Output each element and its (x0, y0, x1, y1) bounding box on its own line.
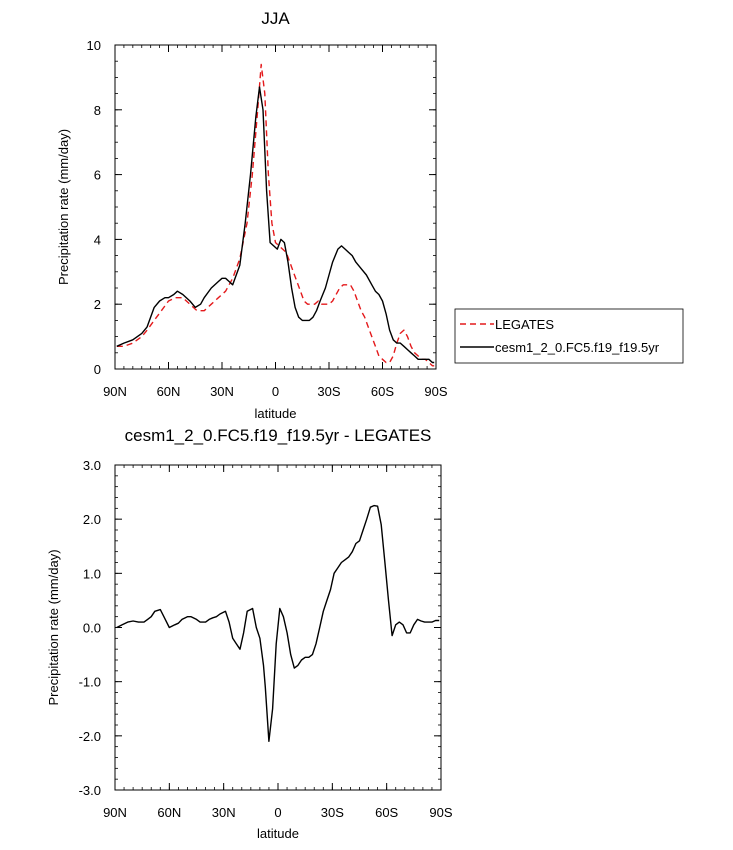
x-tick-label: 30N (210, 384, 234, 399)
x-tick-label: 60N (157, 805, 181, 820)
y-tick-label: 1.0 (83, 566, 101, 581)
x-axis-label: latitude (255, 406, 297, 421)
series-line-difference (116, 504, 440, 742)
chart-title: cesm1_2_0.FC5.f19_f19.5yr - LEGATES (125, 426, 432, 445)
legend-entry: LEGATES (495, 317, 554, 332)
y-tick-label: 8 (94, 103, 101, 118)
x-tick-label: 60N (157, 384, 181, 399)
precipitation-panel: 0 2 4 6 8 10 90N 60N 30N 0 30S 60S 90S JJA latitude Pre… (56, 9, 448, 421)
x-tick-label: 90S (429, 805, 452, 820)
y-tick-label: -2.0 (79, 729, 101, 744)
difference-panel: -3.0 -2.0 -1.0 0.0 1.0 2.0 3.0 90N 60N 30N 0 30S 60S… (46, 426, 453, 841)
y-tick-label: 0.0 (83, 621, 101, 636)
y-tick-label: 2.0 (83, 512, 101, 527)
series-line-cesm1 (116, 86, 435, 364)
y-tick-label: 2 (94, 297, 101, 312)
y-tick-label: 3.0 (83, 458, 101, 473)
y-tick-label: 6 (94, 168, 101, 183)
x-tick-label: 90N (103, 805, 127, 820)
y-tick-label: 4 (94, 232, 101, 247)
x-tick-label: 0 (272, 384, 279, 399)
chart-title: JJA (261, 9, 290, 28)
y-axis-label: Precipitation rate (mm/day) (46, 549, 61, 705)
x-tick-label: 0 (274, 805, 281, 820)
y-tick-label: -1.0 (79, 675, 101, 690)
series-line-legates (116, 63, 435, 367)
legend: LEGATES cesm1_2_0.FC5.f19_f19.5yr (454, 308, 684, 364)
x-tick-label: 30S (321, 805, 344, 820)
y-axis-label: Precipitation rate (mm/day) (56, 129, 71, 285)
legend-box (454, 308, 684, 364)
x-tick-label: 30N (212, 805, 236, 820)
y-tick-label: -3.0 (79, 783, 101, 798)
x-tick-label: 90N (103, 384, 127, 399)
x-axis-label: latitude (257, 826, 299, 841)
x-tick-label: 30S (317, 384, 340, 399)
y-tick-label: 10 (87, 38, 101, 53)
x-tick-label: 60S (371, 384, 394, 399)
x-tick-label: 60S (375, 805, 398, 820)
x-tick-label: 90S (424, 384, 447, 399)
legend-entry: cesm1_2_0.FC5.f19_f19.5yr (495, 340, 660, 355)
y-tick-label: 0 (94, 362, 101, 377)
